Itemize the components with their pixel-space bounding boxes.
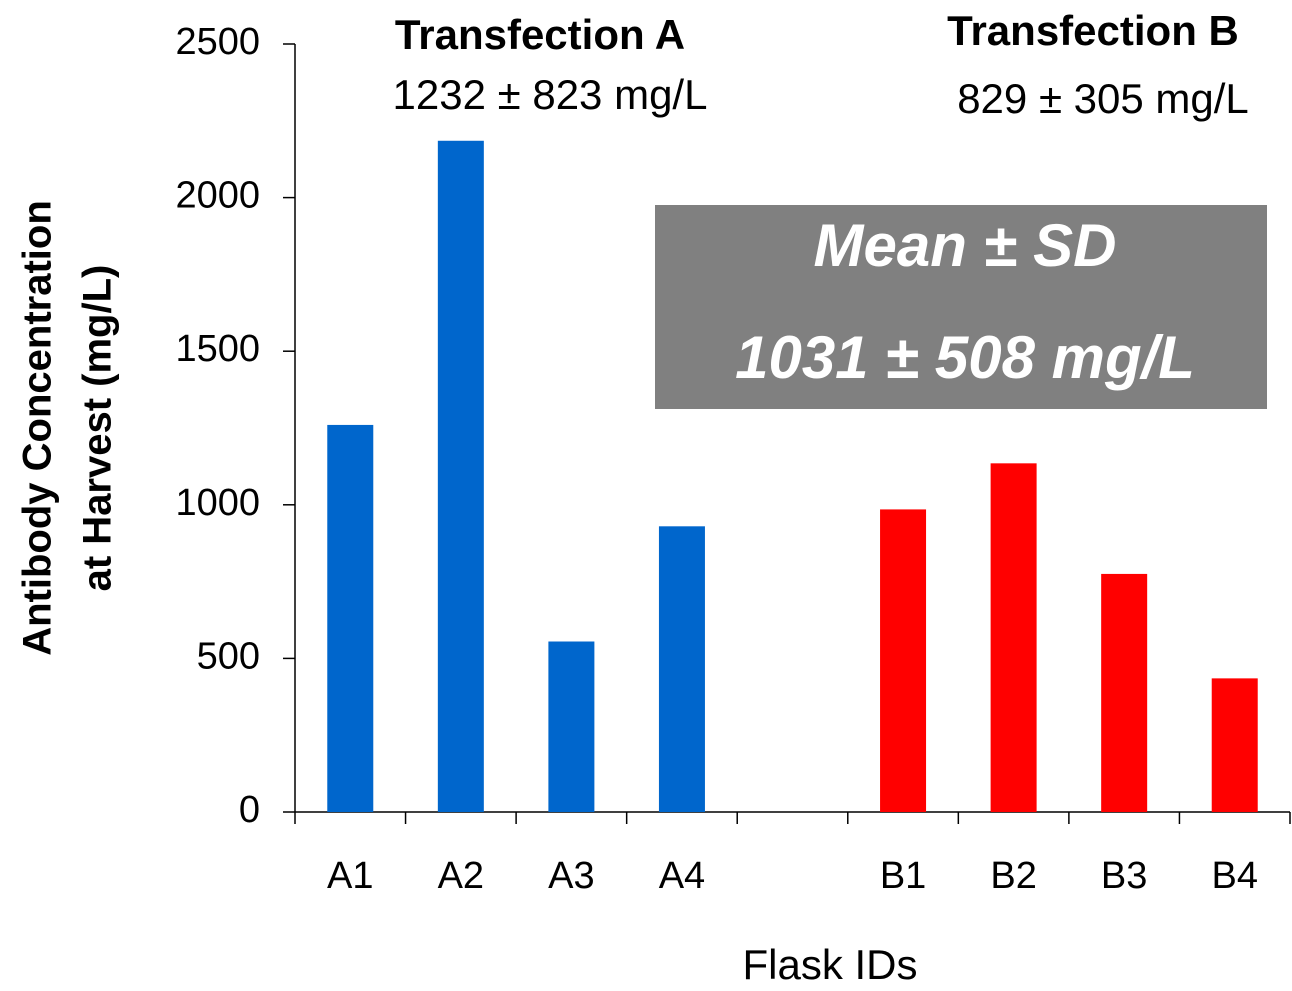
x-tick-label: A4 <box>659 855 705 897</box>
x-tick-label: A2 <box>438 855 484 897</box>
bar <box>658 526 705 812</box>
y-tick-label: 2500 <box>175 21 260 63</box>
x-tick-label: A1 <box>327 855 373 897</box>
y-axis-label: at Harvest (mg/L) <box>76 265 120 592</box>
x-axis-label: Flask IDs <box>742 941 917 988</box>
y-tick-label: 2000 <box>175 175 260 217</box>
x-tick-label: B4 <box>1211 855 1257 897</box>
bar <box>548 641 595 812</box>
y-tick-label: 1000 <box>175 482 260 524</box>
y-tick-label: 0 <box>239 789 260 831</box>
y-axis-label: Antibody Concentration <box>16 200 60 656</box>
group-a-stat: 1232 ± 823 mg/L <box>393 71 708 118</box>
x-tick-label: B1 <box>880 855 926 897</box>
group-b-stat: 829 ± 305 mg/L <box>957 75 1249 122</box>
bar <box>1101 573 1148 812</box>
y-tick-label: 500 <box>197 635 260 677</box>
y-tick-label: 1500 <box>175 328 260 370</box>
bar <box>990 463 1037 812</box>
x-tick-label: B2 <box>990 855 1036 897</box>
bar <box>437 140 484 812</box>
group-b-title: Transfection B <box>947 7 1239 54</box>
bar <box>880 509 927 812</box>
x-tick-label: B3 <box>1101 855 1147 897</box>
summary-box <box>655 205 1267 409</box>
summary-stat: 1031 ± 508 mg/L <box>735 324 1195 391</box>
group-a-title: Transfection A <box>395 11 685 58</box>
x-tick-label: A3 <box>548 855 594 897</box>
summary-heading: Mean ± SD <box>814 212 1117 279</box>
bar <box>327 424 374 812</box>
bar <box>1211 678 1258 812</box>
